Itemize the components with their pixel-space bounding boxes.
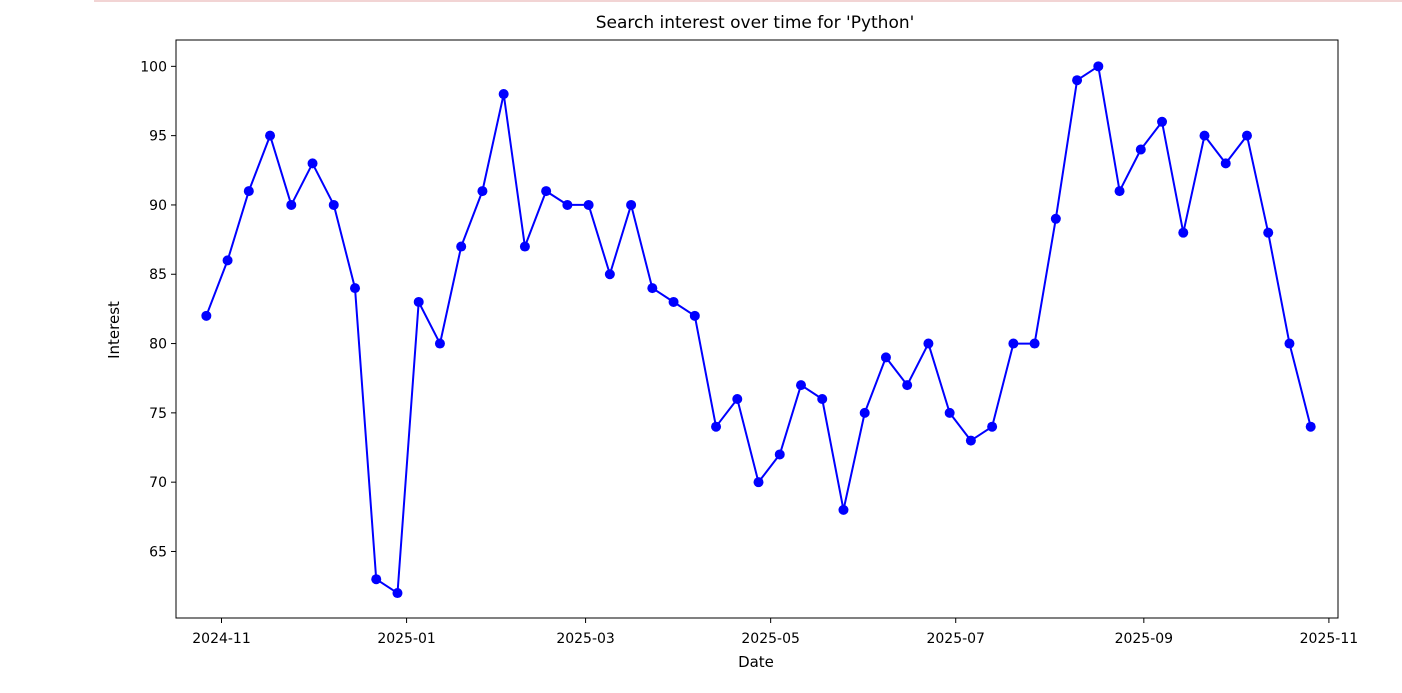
data-point: [965, 435, 976, 446]
data-point: [222, 255, 233, 266]
data-point: [987, 421, 998, 432]
x-tick-label: 2025-09: [1115, 631, 1174, 647]
y-tick-label: 90: [149, 198, 167, 214]
data-point: [307, 158, 318, 169]
data-point: [711, 421, 722, 432]
y-tick-label: 70: [149, 475, 167, 491]
data-point: [753, 477, 764, 488]
x-tick-label: 2025-05: [741, 631, 800, 647]
data-point: [201, 310, 212, 321]
data-point: [774, 449, 785, 460]
data-point: [562, 199, 573, 210]
data-point: [265, 130, 276, 141]
series-line: [205, 65, 1312, 595]
x-tick-label: 2025-01: [377, 631, 436, 647]
x-axis: 2024-11 2025-01 2025-03 2025-05 2025-07 2025-…: [192, 618, 1358, 647]
data-point: [1072, 75, 1083, 86]
data-point: [1050, 213, 1061, 224]
x-tick-label: 2025-07: [926, 631, 985, 647]
data-point: [795, 380, 806, 391]
data-point: [626, 199, 637, 210]
data-point: [498, 89, 509, 100]
data-point: [1178, 227, 1189, 238]
data-point: [1220, 158, 1231, 169]
y-tick-label: 80: [149, 337, 167, 353]
data-point: [243, 186, 254, 197]
y-tick-label: 75: [149, 406, 167, 422]
x-tick-label: 2024-11: [192, 631, 251, 647]
y-tick-label: 85: [149, 267, 167, 283]
data-point: [859, 407, 870, 418]
data-point: [371, 574, 382, 585]
data-point: [1305, 421, 1316, 432]
x-tick-label: 2025-11: [1300, 631, 1359, 647]
data-point: [604, 269, 615, 280]
data-point: [1157, 116, 1168, 127]
y-axis-title: Interest: [105, 301, 123, 359]
chart-title: Search interest over time for 'Python': [596, 13, 915, 33]
data-point: [944, 407, 955, 418]
data-point: [689, 310, 700, 321]
data-point: [1284, 338, 1295, 349]
data-point: [923, 338, 934, 349]
data-point: [583, 199, 594, 210]
data-point: [880, 352, 891, 363]
data-point: [1008, 338, 1019, 349]
data-point: [1263, 227, 1274, 238]
data-point: [456, 241, 467, 252]
data-point: [1199, 130, 1210, 141]
y-tick-label: 100: [140, 59, 167, 75]
data-point: [817, 393, 828, 404]
data-point: [1114, 186, 1125, 197]
series-markers: [201, 61, 1316, 599]
data-point: [902, 380, 913, 391]
data-point: [350, 283, 361, 294]
x-axis-title: Date: [738, 653, 774, 671]
top-divider: [94, 0, 1402, 2]
data-point: [1241, 130, 1252, 141]
data-point: [668, 296, 679, 307]
data-point: [541, 186, 552, 197]
plot-area-frame: [175, 39, 1339, 619]
data-point: [1029, 338, 1040, 349]
data-point: [647, 283, 658, 294]
data-point: [838, 504, 849, 515]
data-point: [392, 588, 403, 599]
data-point: [328, 199, 339, 210]
data-point: [732, 393, 743, 404]
data-point: [519, 241, 530, 252]
data-point: [413, 296, 424, 307]
y-tick-label: 95: [149, 129, 167, 145]
data-point: [1093, 61, 1104, 72]
data-point: [286, 199, 297, 210]
y-axis: 65 70 75 80 85 90 95 100: [140, 59, 176, 560]
data-point: [434, 338, 445, 349]
data-point: [477, 186, 488, 197]
x-tick-label: 2025-03: [556, 631, 615, 647]
y-tick-label: 65: [149, 544, 167, 560]
data-point: [1135, 144, 1146, 155]
